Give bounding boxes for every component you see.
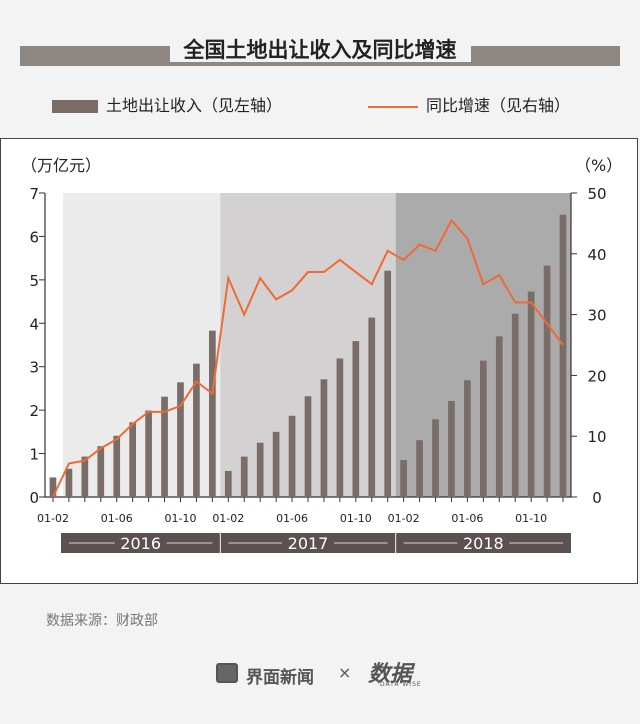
bar-revenue	[559, 214, 567, 497]
footer-brand-datawise: 数据	[368, 661, 413, 687]
bar-revenue	[495, 336, 503, 497]
legend-line-label: 同比增速（见右轴）	[426, 96, 571, 115]
data-source: 数据来源：财政部	[46, 613, 158, 629]
legend-bar-label: 土地出让收入（见左轴）	[106, 96, 283, 115]
bar-revenue	[368, 317, 376, 497]
left-tick-label: 4	[29, 315, 39, 333]
bar-revenue	[320, 379, 328, 497]
bar-revenue	[113, 435, 121, 497]
left-tick-label: 5	[29, 272, 39, 290]
bar-revenue	[400, 460, 407, 497]
bar-revenue	[384, 270, 392, 497]
left-tick-label: 2	[29, 402, 39, 420]
right-axis-unit: （%）	[575, 156, 622, 175]
x-tick-label: 01-10	[515, 512, 547, 525]
right-tick-label: 40	[587, 246, 606, 264]
chart-panel: （万亿元） （%） 0 1 2 3 4 5 6 7 0 10 20 30 40 50 01-02 01-06 01-…	[0, 138, 638, 584]
bar-revenue	[256, 442, 264, 497]
bar-revenue	[272, 431, 280, 497]
footer-times: ×	[338, 663, 352, 682]
chart-svg: （万亿元） （%） 0 1 2 3 4 5 6 7 0 10 20 30 40 50 01-02 01-06 01-…	[21, 156, 622, 553]
x-tick-label: 01-10	[340, 512, 372, 525]
year-segment-2017	[220, 533, 396, 553]
line-growth	[52, 218, 564, 498]
bar-revenue	[432, 419, 439, 497]
bar-revenue	[448, 401, 455, 497]
footer: 界面新闻 × 数据 DATA WISE	[0, 660, 640, 690]
x-tick-label: 01-10	[165, 512, 197, 525]
bar-revenue	[193, 363, 200, 497]
legend-bar-swatch	[52, 100, 98, 113]
bar-revenue	[161, 396, 168, 497]
bar-revenue	[336, 358, 344, 497]
bar-revenue	[145, 410, 152, 497]
jiemian-logo-icon	[216, 663, 238, 683]
year-segment-2016	[61, 533, 221, 553]
legend-line-swatch	[368, 105, 418, 108]
left-tick-label: 6	[29, 228, 39, 246]
bar-revenue	[240, 456, 248, 497]
bar-revenue	[304, 396, 312, 497]
x-tick-label: 01-02	[37, 512, 69, 525]
bar-revenue	[97, 446, 105, 497]
right-tick-label: 20	[587, 367, 606, 385]
legend-line: 同比增速（见右轴）	[368, 92, 570, 116]
bar-revenue	[511, 313, 519, 497]
bar-revenue	[129, 422, 137, 497]
footer-brand: 界面新闻	[246, 668, 314, 688]
right-tick-label: 50	[587, 185, 606, 203]
footer-brand-datawise-sub: DATA WISE	[380, 681, 422, 688]
year-label-2017: 2017	[288, 534, 329, 553]
bar-revenue	[543, 265, 551, 497]
left-tick-label: 1	[29, 446, 39, 464]
bar-revenue	[49, 477, 57, 497]
x-tick-label: 01-02	[212, 512, 244, 525]
left-axis-unit: （万亿元）	[21, 156, 101, 175]
right-tick-label: 0	[592, 489, 602, 507]
bar-revenue	[527, 291, 535, 497]
legend-bar: 土地出让收入（见左轴）	[52, 92, 282, 116]
bar-revenue	[209, 330, 216, 497]
x-tick-label: 01-06	[276, 512, 308, 525]
left-tick-label: 0	[29, 489, 39, 507]
chart-title: 全国土地出让收入及同比增速	[0, 34, 640, 64]
bar-revenue	[65, 468, 73, 497]
year-label-2018: 2018	[463, 534, 504, 553]
bar-revenue	[224, 470, 232, 497]
bar-revenue	[352, 341, 360, 497]
bar-revenue	[479, 360, 487, 497]
left-tick-label: 7	[29, 185, 39, 203]
bar-revenue	[81, 456, 89, 497]
bar-revenue	[464, 380, 471, 497]
x-tick-label: 01-02	[388, 512, 420, 525]
x-tick-label: 01-06	[101, 512, 133, 525]
bar-revenue	[177, 382, 184, 497]
bar-revenue	[288, 415, 296, 497]
right-tick-label: 10	[587, 428, 606, 446]
x-tick-label: 01-06	[451, 512, 483, 525]
left-tick-label: 3	[29, 359, 39, 377]
right-tick-label: 30	[587, 307, 606, 325]
bar-revenue	[416, 440, 423, 497]
year-segment-2018	[395, 533, 571, 553]
year-label-2016: 2016	[120, 534, 161, 553]
